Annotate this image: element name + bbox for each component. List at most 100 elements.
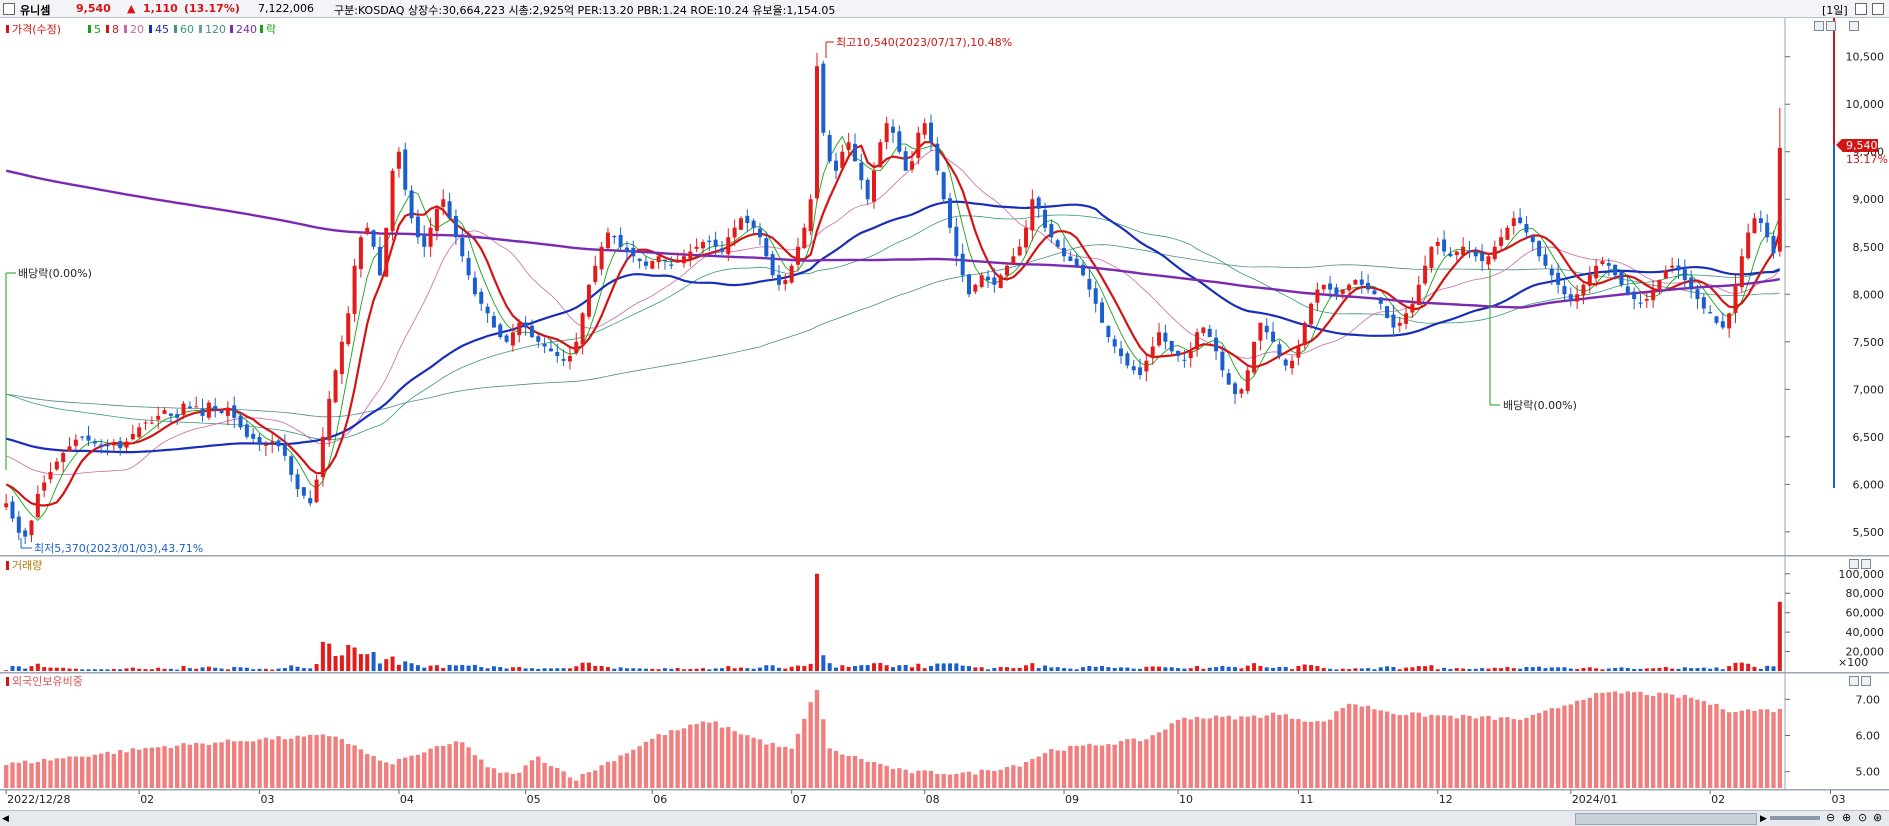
volume-bar <box>1176 668 1181 671</box>
foreign-bar <box>1758 709 1764 788</box>
volume-bar <box>441 667 446 671</box>
volume-bar <box>561 668 566 671</box>
volume-bar <box>251 669 256 671</box>
foreign-bar <box>561 771 566 788</box>
foreign-bar <box>1049 749 1054 788</box>
zoom-out-icon[interactable]: ⊖ <box>1826 811 1836 824</box>
volume-bar <box>118 669 123 671</box>
candle <box>1410 303 1415 313</box>
up-triangle-icon: ▲ <box>127 2 136 15</box>
candle <box>986 276 991 281</box>
stock-name[interactable]: 유니셈 <box>20 4 51 17</box>
ma20-line <box>6 148 1781 476</box>
volume-bar <box>1005 667 1010 671</box>
candle <box>384 227 389 277</box>
panel-close-button[interactable] <box>1826 21 1836 31</box>
volume-panel-button[interactable] <box>1849 559 1859 569</box>
candle <box>130 433 135 440</box>
scroll-right-icon[interactable]: ▶ <box>1760 814 1767 824</box>
foreign-bar <box>270 739 275 788</box>
zoom-reset-icon[interactable]: ⊙ <box>1858 811 1868 824</box>
foreign-bar <box>1771 712 1776 788</box>
foreign-panel-close[interactable] <box>1861 676 1871 686</box>
volume-bar <box>453 665 458 671</box>
price-tick-label: 7,000 <box>1853 383 1885 396</box>
volume-bar <box>1239 668 1244 671</box>
foreign-bar <box>1245 716 1250 788</box>
settings-square-icon[interactable] <box>1855 3 1867 15</box>
volume-panel-close[interactable] <box>1861 559 1871 569</box>
candle <box>1670 265 1675 268</box>
foreign-bar <box>1695 699 1700 788</box>
chart-scrollbar[interactable]: ◀ ▶ ⊖ ⊕ ⊙ ⊛ <box>0 810 1889 826</box>
volume-bar <box>1511 668 1516 671</box>
candle <box>1321 284 1326 290</box>
legend-price: 가격(수정) <box>12 23 61 36</box>
volume-bar <box>1568 668 1573 671</box>
candle <box>1290 360 1295 369</box>
foreign-bar <box>16 762 22 788</box>
close-square-icon[interactable] <box>1872 3 1884 15</box>
volume-bar <box>447 664 452 671</box>
candle <box>124 441 129 448</box>
candle <box>289 456 294 475</box>
candle <box>1625 286 1630 295</box>
candle <box>1220 351 1225 371</box>
candle <box>827 134 832 162</box>
volume-bar <box>1163 667 1168 671</box>
scale-toggle-button[interactable] <box>1849 21 1859 31</box>
volume-bar <box>700 668 705 671</box>
foreign-bar <box>1467 715 1472 788</box>
candle <box>276 440 281 447</box>
foreign-bar <box>764 744 769 788</box>
volume-bar <box>1682 667 1687 671</box>
panel-minimize-button[interactable] <box>1814 21 1824 31</box>
foreign-bar <box>105 751 110 788</box>
volume-bar <box>935 663 940 671</box>
foreign-bar <box>1131 738 1136 788</box>
foreign-bar <box>73 756 79 788</box>
volume-bar <box>80 669 85 671</box>
candle <box>1296 346 1301 358</box>
foreign-bar <box>1308 721 1314 788</box>
candle <box>764 238 769 257</box>
zoom-slider[interactable] <box>1770 816 1820 820</box>
foreign-bar <box>1213 715 1219 788</box>
candle <box>719 248 724 252</box>
volume-bar <box>1594 668 1599 671</box>
volume-bar <box>1055 667 1060 671</box>
candle <box>1644 299 1649 301</box>
foreign-bar <box>789 748 794 788</box>
scroll-left-icon[interactable]: ◀ <box>2 814 9 824</box>
zoom-fit-icon[interactable]: ⊛ <box>1873 811 1883 824</box>
volume-bar <box>1264 667 1269 671</box>
candle <box>219 410 224 414</box>
volume-bar <box>681 669 686 671</box>
candle <box>1055 240 1060 247</box>
annotations: 최고10,540(2023/07/17),10.48% 최저5,370(2023… <box>5 36 1577 555</box>
volume-bar <box>871 663 876 671</box>
volume-bar <box>479 667 484 671</box>
foreign-panel-button[interactable] <box>1849 676 1859 686</box>
volume-bar <box>1309 665 1314 671</box>
zoom-in-icon[interactable]: ⊕ <box>1842 811 1852 824</box>
scroll-thumb[interactable] <box>1575 813 1757 825</box>
foreign-bar <box>346 743 351 788</box>
date-tick-label: 08 <box>926 793 940 806</box>
menu-square-icon[interactable] <box>3 3 15 15</box>
stock-info-bar: 유니셈 9,540 ▲ 1,110 (13.17%) 7,122,006 구분:… <box>0 0 1889 18</box>
candle <box>631 248 636 257</box>
foreign-bar <box>738 734 744 788</box>
candle <box>1594 265 1599 279</box>
foreign-bar <box>1258 717 1263 788</box>
foreign-bar <box>1441 715 1447 788</box>
volume-bar <box>580 662 585 671</box>
period-button[interactable]: [1일] <box>1822 4 1848 17</box>
candle <box>1727 313 1732 329</box>
candle <box>1638 302 1643 304</box>
foreign-bar <box>751 737 756 788</box>
candle <box>1391 314 1396 328</box>
foreign-bar <box>1429 714 1434 788</box>
foreign-bar <box>1587 697 1592 788</box>
